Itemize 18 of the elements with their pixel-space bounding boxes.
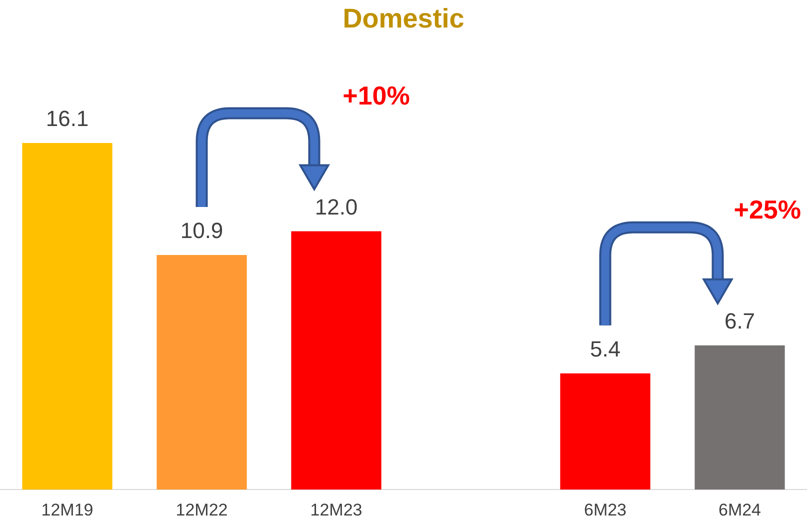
- x-tick-label: 12M23: [310, 500, 362, 520]
- bar: [560, 373, 650, 490]
- bar: [694, 345, 785, 490]
- bar: [156, 254, 247, 490]
- annotation: +25%: [734, 194, 802, 225]
- text: +10%: [342, 80, 410, 110]
- chart-title: Domestic: [342, 4, 464, 34]
- data-label: 10.9: [180, 218, 224, 244]
- x-tick-label: 6M24: [718, 500, 762, 520]
- data-label: 6.7: [724, 308, 756, 334]
- x-tick-label: 12M22: [176, 500, 228, 520]
- x-tick-label: 12M19: [41, 500, 94, 520]
- data-label: 16.1: [46, 106, 89, 132]
- bar: [22, 143, 112, 490]
- data-label: 5.4: [590, 336, 621, 362]
- data-label: 12.0: [314, 194, 358, 220]
- bar: [291, 231, 382, 490]
- x-tick-label: 6M23: [584, 500, 627, 520]
